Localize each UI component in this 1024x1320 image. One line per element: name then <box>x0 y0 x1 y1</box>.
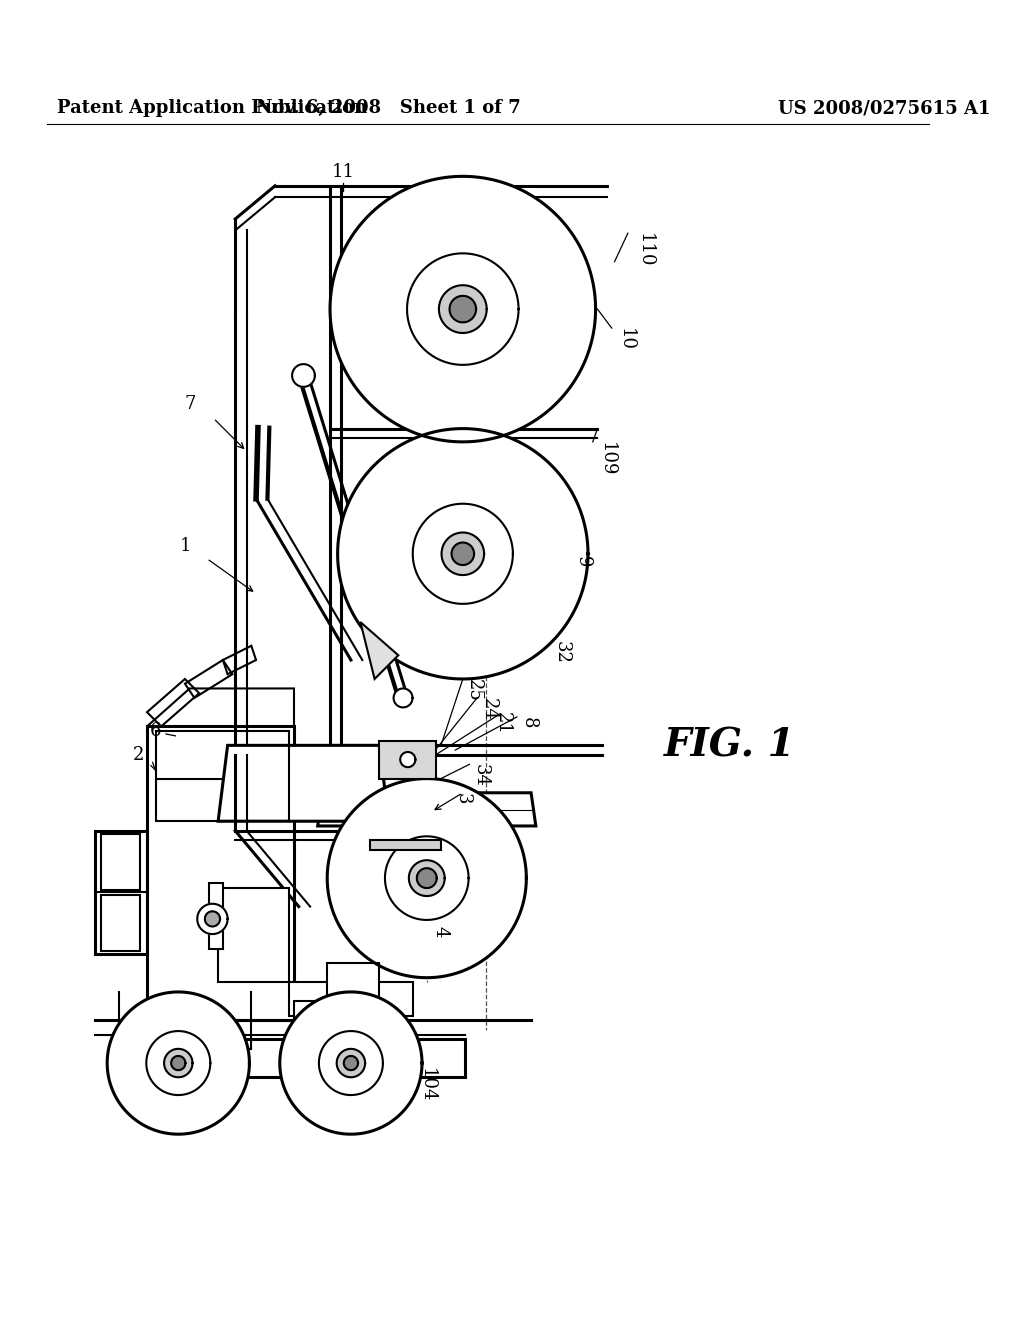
Polygon shape <box>318 1031 383 1096</box>
Text: 21: 21 <box>494 713 512 735</box>
Polygon shape <box>292 364 314 387</box>
Polygon shape <box>450 296 476 322</box>
Polygon shape <box>328 779 526 978</box>
Polygon shape <box>328 1011 351 1030</box>
Polygon shape <box>218 887 289 982</box>
Text: 109: 109 <box>598 442 616 477</box>
Polygon shape <box>289 982 413 1015</box>
Polygon shape <box>108 991 250 1134</box>
Polygon shape <box>400 752 416 767</box>
Polygon shape <box>452 543 474 565</box>
Polygon shape <box>146 1031 210 1096</box>
Polygon shape <box>330 177 596 442</box>
Text: 2: 2 <box>133 746 144 764</box>
Polygon shape <box>164 1049 193 1077</box>
Text: 1: 1 <box>180 537 191 556</box>
Text: FIG. 1: FIG. 1 <box>664 726 796 764</box>
Text: Patent Application Publication: Patent Application Publication <box>57 99 368 117</box>
Polygon shape <box>413 504 513 603</box>
Polygon shape <box>205 911 220 927</box>
Polygon shape <box>209 883 223 949</box>
Text: 25: 25 <box>465 678 483 702</box>
Text: 32: 32 <box>552 642 570 664</box>
Text: 34: 34 <box>472 764 489 787</box>
Polygon shape <box>338 429 588 678</box>
Polygon shape <box>417 869 436 888</box>
Polygon shape <box>171 1056 185 1071</box>
Polygon shape <box>294 1002 328 1026</box>
Text: 11: 11 <box>332 162 354 181</box>
Polygon shape <box>147 1039 465 1077</box>
Polygon shape <box>317 793 536 826</box>
Polygon shape <box>370 841 441 850</box>
Text: 10: 10 <box>616 329 635 351</box>
Text: 3: 3 <box>454 793 472 804</box>
Polygon shape <box>328 964 379 997</box>
Polygon shape <box>408 253 518 364</box>
Text: US 2008/0275615 A1: US 2008/0275615 A1 <box>777 99 990 117</box>
Polygon shape <box>360 622 398 678</box>
Text: 9: 9 <box>574 556 592 568</box>
Polygon shape <box>439 285 486 333</box>
Text: 110: 110 <box>636 234 654 268</box>
Text: Nov. 6, 2008   Sheet 1 of 7: Nov. 6, 2008 Sheet 1 of 7 <box>256 99 521 117</box>
Text: 4: 4 <box>432 925 450 937</box>
Text: 6: 6 <box>150 722 162 741</box>
Polygon shape <box>337 1049 366 1077</box>
Polygon shape <box>198 904 227 935</box>
Polygon shape <box>218 746 389 821</box>
Polygon shape <box>441 532 484 576</box>
Polygon shape <box>344 1056 358 1071</box>
Text: 8: 8 <box>520 717 539 729</box>
Text: 7: 7 <box>185 395 197 413</box>
Polygon shape <box>385 837 469 920</box>
Polygon shape <box>280 991 422 1134</box>
Polygon shape <box>409 861 444 896</box>
Text: 104: 104 <box>418 1068 436 1102</box>
Polygon shape <box>379 741 436 779</box>
Polygon shape <box>393 689 413 708</box>
Text: 24: 24 <box>479 698 498 721</box>
